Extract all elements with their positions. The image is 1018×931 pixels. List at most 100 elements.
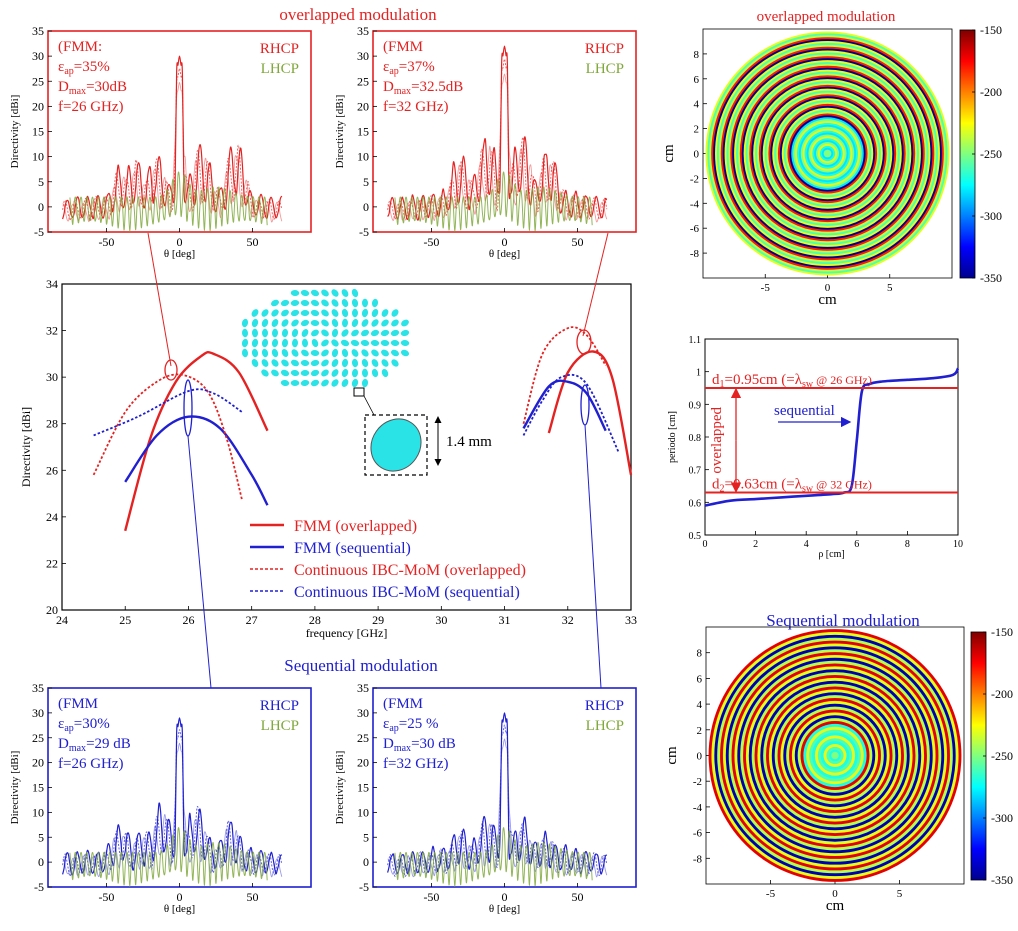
y-tick-label: 4 xyxy=(697,699,703,711)
unit-cell xyxy=(291,338,299,348)
unit-cell xyxy=(271,369,279,377)
unit-cell xyxy=(331,339,339,347)
legend-rhcp: RHCP xyxy=(260,41,299,57)
reference-label: d2=0.63cm (=λsw @ 32 GHz) xyxy=(712,477,872,495)
y-tick-label: -2 xyxy=(690,173,699,185)
callout-line-sequential-32 xyxy=(584,424,602,689)
sequential-label: sequential xyxy=(774,403,835,419)
unit-cell xyxy=(371,319,379,327)
unit-cell xyxy=(331,299,339,307)
x-tick-label: 32 xyxy=(562,613,574,627)
y-tick-label: 10 xyxy=(32,150,44,164)
y-tick-label: 35 xyxy=(357,24,369,38)
y-tick-label: -5 xyxy=(34,225,44,239)
x-axis-label: θ [deg] xyxy=(489,248,520,260)
y-axis-label: Directivity [dBi] xyxy=(334,751,346,825)
x-tick-label: 50 xyxy=(247,890,259,904)
x-tick-label: 0 xyxy=(177,890,183,904)
unit-cell xyxy=(310,349,320,357)
x-tick-label: -50 xyxy=(423,890,439,904)
y-tick-label: 15 xyxy=(357,781,369,795)
y-tick-label: 2 xyxy=(697,725,703,737)
legend-label: FMM (overlapped) xyxy=(294,518,417,535)
series-line xyxy=(93,388,243,437)
unit-cell xyxy=(271,359,279,367)
unit-cell xyxy=(391,319,399,327)
unit-cell xyxy=(251,338,259,348)
y-tick-label: 0 xyxy=(697,751,703,763)
dimension-label: 1.4 mm xyxy=(446,434,492,450)
unit-cell xyxy=(360,339,370,347)
y-tick-label: 24 xyxy=(46,510,58,524)
unit-cell xyxy=(280,369,290,377)
info-line: Dmax=29 dB xyxy=(58,736,131,754)
y-tick-label: 22 xyxy=(46,556,58,570)
unit-cell xyxy=(351,288,359,298)
legend-lhcp: LHCP xyxy=(586,61,624,77)
unit-cell xyxy=(291,319,299,327)
zoom-box xyxy=(364,414,428,476)
y-tick-label: 8 xyxy=(697,648,703,660)
x-tick-label: 6 xyxy=(854,539,859,550)
series-line xyxy=(547,350,633,476)
y-tick-label: -8 xyxy=(693,853,703,865)
unit-cell xyxy=(391,359,399,367)
callout-lines xyxy=(147,232,609,689)
unit-cell xyxy=(351,378,359,388)
y-tick-label: 10 xyxy=(357,150,369,164)
y-tick-label: 0.7 xyxy=(689,466,702,477)
unit-cell xyxy=(381,319,389,327)
colorbar-label: -250 xyxy=(991,749,1013,763)
unit-cell xyxy=(310,369,320,377)
unit-cell xyxy=(371,359,379,367)
unit-cell xyxy=(300,379,310,387)
y-tick-label: -5 xyxy=(359,225,369,239)
callout-line-overlapped-32 xyxy=(582,232,609,337)
unit-cell xyxy=(281,359,289,367)
unit-cell xyxy=(271,338,279,348)
unit-cell xyxy=(401,319,409,327)
x-tick-label: 25 xyxy=(119,613,131,627)
callout-line-sequential-26 xyxy=(187,435,212,689)
unit-cell xyxy=(351,318,359,328)
y-tick-label: 30 xyxy=(46,370,58,384)
x-tick-label: -5 xyxy=(761,282,771,294)
impedance-map-overlapped: -5 0 5 -8 -6 -4 -2 0 2 4 6 8 cm cm -150 -200 -250 -300 -35… xyxy=(661,23,1002,308)
unit-cell xyxy=(341,358,349,368)
y-tick-label: 25 xyxy=(357,731,369,745)
unit-cell xyxy=(310,359,320,367)
lhcp-trace xyxy=(69,827,268,887)
pattern-trace xyxy=(387,738,608,878)
unit-cell xyxy=(331,318,339,328)
unit-cell xyxy=(290,309,300,317)
y-tick-label: 5 xyxy=(363,175,369,189)
x-tick-label: 27 xyxy=(246,613,258,627)
unit-cell xyxy=(241,328,249,338)
unit-cell xyxy=(271,319,279,327)
reference-label: d1=0.95cm (=λsw @ 26 GHz) xyxy=(712,372,872,390)
unit-cell xyxy=(290,379,300,387)
legend-label: Continuous IBC-MoM (sequential) xyxy=(294,584,520,601)
y-axis-label: cm xyxy=(664,746,680,765)
x-tick-label: 50 xyxy=(572,890,584,904)
y-tick-label: 5 xyxy=(38,175,44,189)
unit-cell xyxy=(362,298,368,308)
legend-label: Continuous IBC-MoM (overlapped) xyxy=(294,562,526,579)
y-tick-label: 10 xyxy=(32,805,44,819)
y-axis-label: periodo [cm] xyxy=(667,411,678,463)
impedance-center xyxy=(823,149,832,158)
y-tick-label: 0 xyxy=(363,200,369,214)
unit-cell xyxy=(310,379,320,387)
y-tick-label: 25 xyxy=(357,74,369,88)
unit-cell xyxy=(341,289,349,297)
unit-cell xyxy=(310,289,320,297)
x-tick-label: 24 xyxy=(56,613,68,627)
unit-cell xyxy=(341,329,349,337)
y-tick-label: 10 xyxy=(357,805,369,819)
y-tick-label: 1 xyxy=(696,368,701,379)
y-tick-label: 35 xyxy=(32,24,44,38)
info-line: f=32 GHz) xyxy=(383,99,449,115)
unit-cell xyxy=(361,308,369,318)
zoom-marker xyxy=(353,387,365,397)
unit-cell xyxy=(351,368,359,378)
